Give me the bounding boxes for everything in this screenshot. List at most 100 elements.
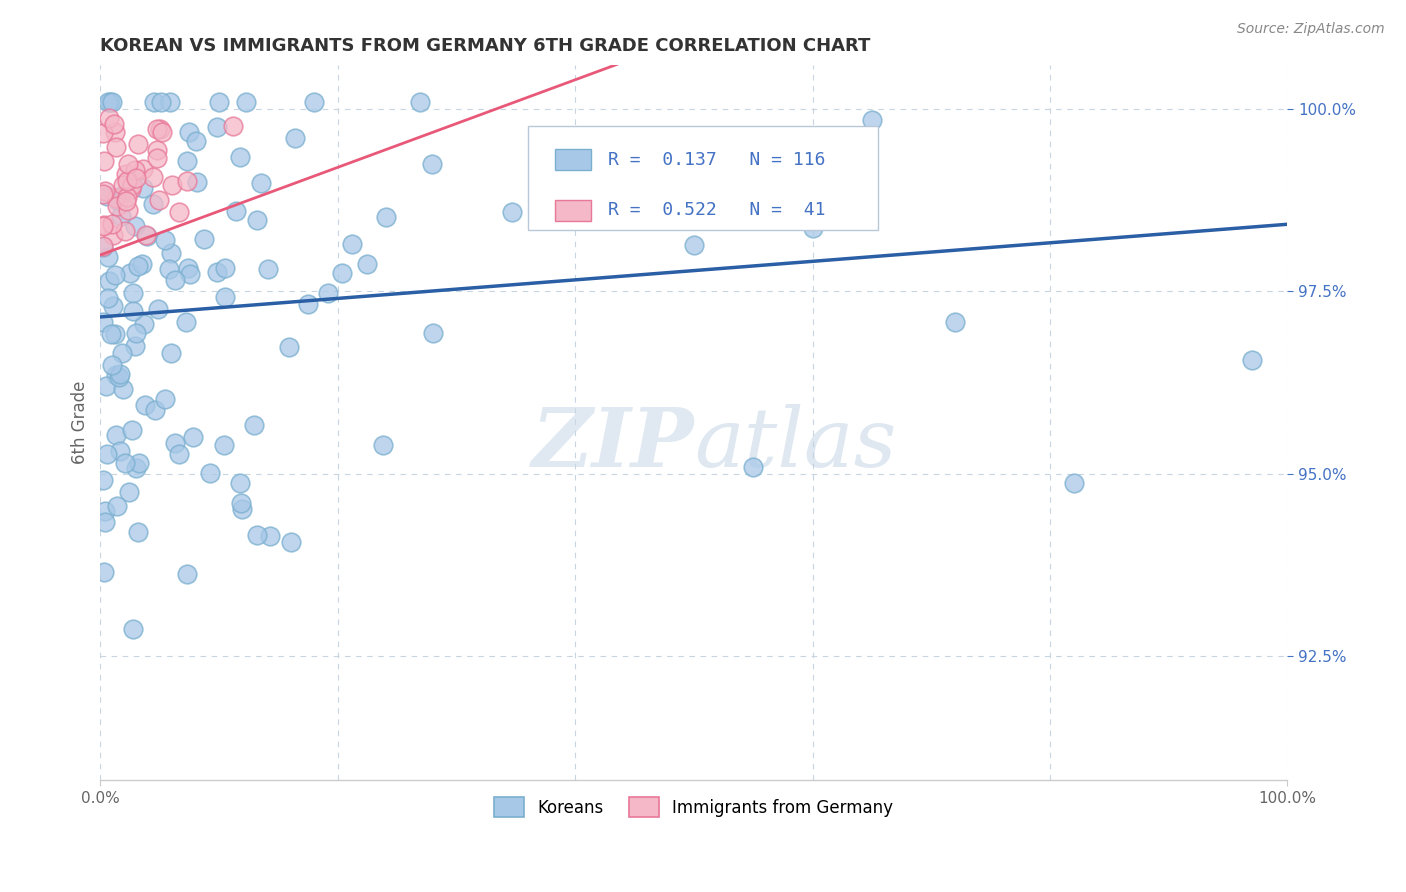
- Text: R =  0.137   N = 116: R = 0.137 N = 116: [609, 151, 825, 169]
- Point: [356, 257, 378, 271]
- Point: [683, 237, 706, 252]
- Point: [93, 565, 115, 579]
- Point: [101, 227, 124, 242]
- Point: [342, 237, 364, 252]
- Point: [420, 157, 443, 171]
- Point: [97, 291, 120, 305]
- Point: [124, 339, 146, 353]
- Point: [229, 476, 252, 491]
- Point: [101, 217, 124, 231]
- Point: [167, 205, 190, 219]
- Point: [127, 259, 149, 273]
- Point: [142, 169, 165, 184]
- Point: [179, 268, 201, 282]
- Point: [146, 143, 169, 157]
- Point: [409, 95, 432, 109]
- Point: [214, 437, 236, 451]
- FancyBboxPatch shape: [555, 149, 591, 170]
- Point: [375, 210, 398, 224]
- Point: [124, 162, 146, 177]
- Point: [122, 285, 145, 300]
- Point: [91, 316, 114, 330]
- Point: [105, 191, 128, 205]
- Point: [121, 423, 143, 437]
- Point: [118, 484, 141, 499]
- Point: [91, 219, 114, 233]
- Point: [105, 368, 128, 382]
- Point: [104, 125, 127, 139]
- Point: [101, 95, 124, 109]
- Point: [107, 194, 129, 209]
- Point: [93, 153, 115, 168]
- Point: [121, 178, 143, 193]
- Point: [100, 327, 122, 342]
- Point: [96, 447, 118, 461]
- Point: [127, 525, 149, 540]
- Point: [229, 496, 252, 510]
- Point: [246, 213, 269, 227]
- Point: [208, 95, 231, 109]
- Point: [148, 193, 170, 207]
- Point: [131, 257, 153, 271]
- Point: [94, 379, 117, 393]
- Point: [91, 126, 114, 140]
- Point: [114, 224, 136, 238]
- Point: [176, 567, 198, 582]
- Point: [214, 261, 236, 276]
- Point: [121, 304, 143, 318]
- Point: [801, 220, 824, 235]
- Text: R =  0.522   N =  41: R = 0.522 N = 41: [609, 202, 825, 219]
- Point: [229, 150, 252, 164]
- Legend: Koreans, Immigrants from Germany: Koreans, Immigrants from Germany: [486, 789, 901, 826]
- Point: [371, 438, 394, 452]
- Point: [143, 95, 166, 109]
- Point: [108, 367, 131, 381]
- Point: [257, 261, 280, 276]
- Point: [165, 435, 187, 450]
- Point: [167, 447, 190, 461]
- Point: [198, 466, 221, 480]
- Point: [125, 170, 148, 185]
- Point: [131, 181, 153, 195]
- Point: [163, 273, 186, 287]
- Y-axis label: 6th Grade: 6th Grade: [72, 381, 89, 465]
- Point: [136, 228, 159, 243]
- Text: ZIP: ZIP: [531, 404, 695, 484]
- Point: [235, 95, 257, 109]
- Point: [174, 315, 197, 329]
- Point: [103, 117, 125, 131]
- Point: [259, 529, 281, 543]
- Point: [115, 190, 138, 204]
- Point: [501, 205, 523, 219]
- Point: [93, 515, 115, 529]
- Point: [302, 95, 325, 109]
- Point: [146, 122, 169, 136]
- Point: [94, 504, 117, 518]
- Point: [91, 473, 114, 487]
- Point: [623, 209, 645, 223]
- Point: [125, 461, 148, 475]
- Point: [101, 358, 124, 372]
- Point: [146, 151, 169, 165]
- Point: [157, 262, 180, 277]
- Text: atlas: atlas: [695, 404, 896, 484]
- Point: [1240, 353, 1263, 368]
- Point: [145, 402, 167, 417]
- Point: [111, 178, 134, 192]
- Point: [222, 120, 245, 134]
- Point: [108, 370, 131, 384]
- Point: [250, 177, 273, 191]
- Point: [150, 125, 173, 139]
- Point: [115, 194, 138, 209]
- Point: [108, 443, 131, 458]
- Point: [176, 174, 198, 188]
- Point: [243, 417, 266, 432]
- Point: [120, 266, 142, 280]
- Point: [160, 178, 183, 192]
- Point: [280, 535, 302, 549]
- Point: [104, 268, 127, 283]
- Point: [117, 174, 139, 188]
- Point: [142, 197, 165, 211]
- Point: [91, 186, 114, 201]
- Point: [93, 218, 115, 232]
